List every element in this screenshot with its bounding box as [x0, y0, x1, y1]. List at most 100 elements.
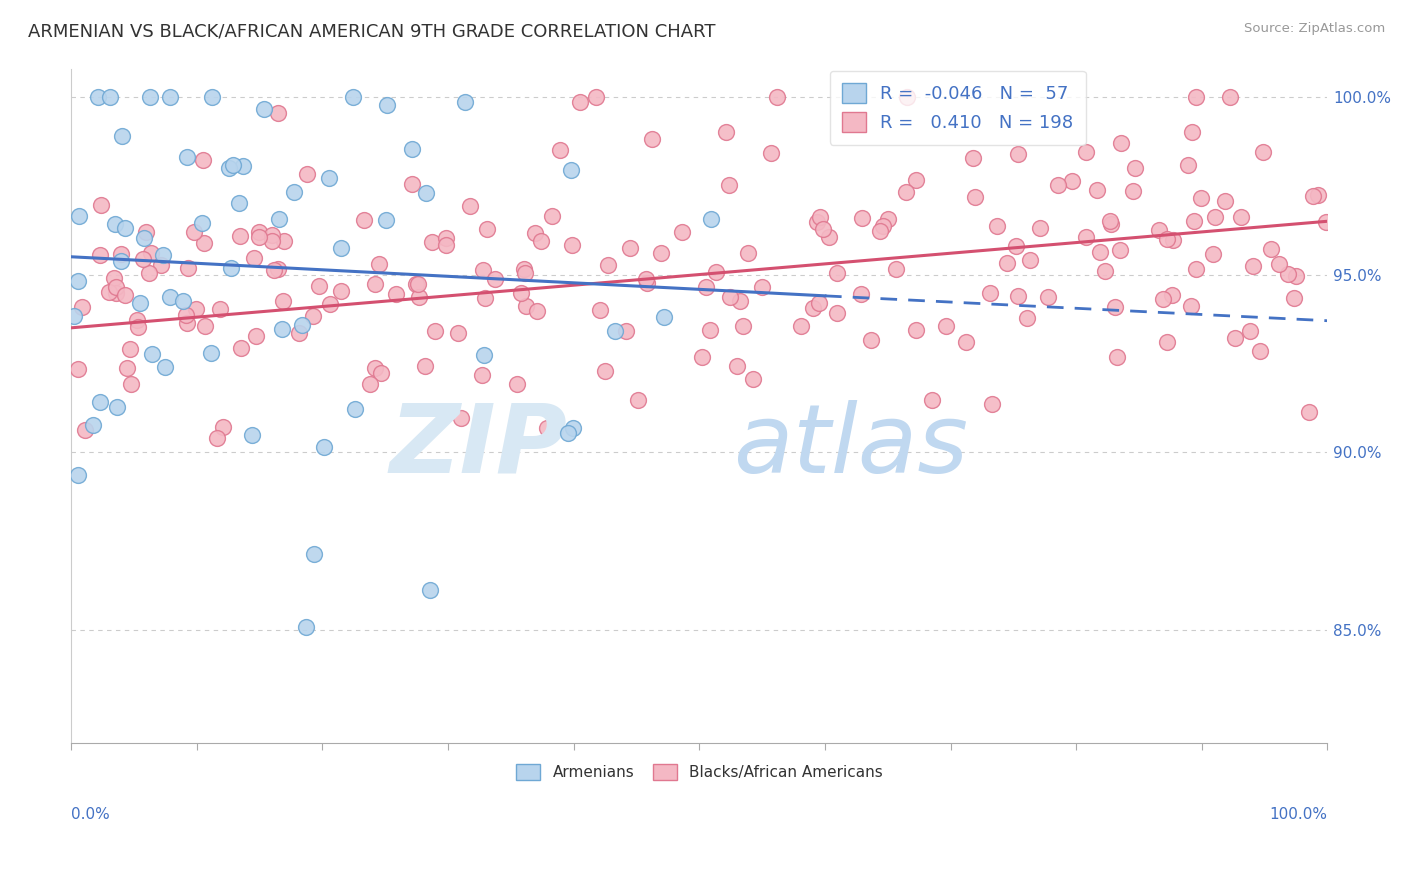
Point [1074, 230, 1097, 244]
Point [385, 287, 408, 301]
Point [1107, 350, 1129, 364]
Point [884, 262, 907, 277]
Point [127, 312, 149, 326]
Point [82, 417, 104, 432]
Point [1219, 90, 1241, 104]
Point [415, 186, 437, 201]
Point [222, 158, 245, 172]
Point [1277, 267, 1299, 281]
Point [818, 229, 841, 244]
Point [302, 309, 325, 323]
Point [695, 280, 717, 294]
Point [921, 392, 943, 407]
Point [1018, 252, 1040, 267]
Point [66, 274, 89, 288]
Point [364, 361, 387, 376]
Point [152, 248, 174, 262]
Point [110, 128, 132, 143]
Point [262, 234, 284, 248]
Point [434, 238, 457, 252]
Point [127, 320, 149, 334]
Point [176, 316, 198, 330]
Point [73, 423, 96, 437]
Point [550, 143, 572, 157]
Point [291, 318, 314, 332]
Point [1074, 145, 1097, 160]
Point [557, 426, 579, 441]
Point [405, 277, 427, 291]
Point [318, 170, 340, 185]
Point [283, 185, 305, 199]
Point [530, 234, 553, 248]
Point [368, 257, 391, 271]
Point [737, 245, 759, 260]
Point [270, 322, 292, 336]
Point [245, 328, 267, 343]
Point [120, 376, 142, 391]
Point [1087, 183, 1109, 197]
Point [790, 318, 813, 333]
Point [1185, 90, 1208, 104]
Point [201, 90, 224, 104]
Point [472, 262, 495, 277]
Point [423, 324, 446, 338]
Text: 100.0%: 100.0% [1270, 807, 1327, 822]
Point [536, 421, 558, 435]
Point [401, 142, 423, 156]
Point [614, 324, 637, 338]
Point [1161, 233, 1184, 247]
Point [904, 323, 927, 337]
Point [472, 347, 495, 361]
Point [138, 90, 160, 104]
Point [515, 266, 537, 280]
Point [319, 297, 342, 311]
Point [132, 252, 155, 267]
Point [894, 185, 917, 199]
Point [935, 319, 957, 334]
Point [183, 225, 205, 239]
Point [704, 265, 727, 279]
Point [434, 230, 457, 244]
Point [228, 196, 250, 211]
Point [247, 225, 270, 239]
Point [132, 231, 155, 245]
Point [174, 308, 197, 322]
Point [560, 162, 582, 177]
Point [593, 364, 616, 378]
Point [1177, 158, 1199, 172]
Point [1029, 221, 1052, 235]
Point [896, 90, 918, 104]
Point [513, 262, 536, 277]
Point [569, 95, 592, 109]
Point [1184, 214, 1206, 228]
Point [730, 293, 752, 308]
Point [636, 272, 658, 286]
Point [1038, 290, 1060, 304]
Point [526, 304, 548, 318]
Point [343, 402, 366, 417]
Point [1094, 264, 1116, 278]
Point [1181, 125, 1204, 139]
Point [561, 237, 583, 252]
Point [524, 226, 547, 240]
Point [1088, 244, 1111, 259]
Point [104, 217, 127, 231]
Point [1099, 213, 1122, 227]
Point [104, 280, 127, 294]
Text: atlas: atlas [733, 400, 967, 493]
Point [267, 106, 290, 120]
Point [103, 270, 125, 285]
Point [342, 90, 364, 104]
Point [229, 228, 252, 243]
Point [1225, 331, 1247, 345]
Point [962, 151, 984, 165]
Point [408, 277, 430, 291]
Point [1241, 260, 1264, 274]
Point [117, 361, 139, 376]
Point [585, 90, 607, 104]
Point [110, 247, 132, 261]
Point [641, 131, 664, 145]
Point [1185, 262, 1208, 277]
Point [1017, 310, 1039, 325]
Point [718, 178, 741, 192]
